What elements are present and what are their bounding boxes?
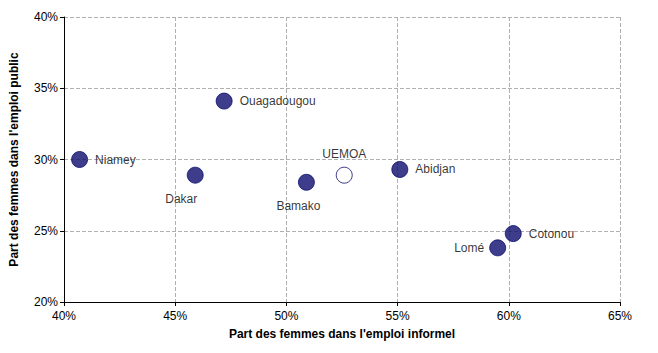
- svg-text:Abidjan: Abidjan: [415, 162, 455, 176]
- svg-text:35%: 35%: [34, 81, 58, 95]
- svg-text:Lomé: Lomé: [454, 241, 484, 255]
- svg-text:Ouagadougou: Ouagadougou: [240, 94, 316, 108]
- svg-text:30%: 30%: [34, 153, 58, 167]
- svg-text:45%: 45%: [163, 309, 187, 323]
- svg-text:50%: 50%: [274, 309, 298, 323]
- svg-text:65%: 65%: [608, 309, 632, 323]
- svg-text:25%: 25%: [34, 224, 58, 238]
- svg-text:Part des femmes dans l'emploi: Part des femmes dans l'emploi informel: [229, 327, 455, 341]
- svg-text:Part des femmes dans l'emploi: Part des femmes dans l'emploi public: [7, 52, 21, 267]
- svg-text:40%: 40%: [52, 309, 76, 323]
- svg-text:Dakar: Dakar: [165, 192, 197, 206]
- svg-text:60%: 60%: [497, 309, 521, 323]
- svg-text:20%: 20%: [34, 295, 58, 309]
- svg-text:Cotonou: Cotonou: [529, 227, 574, 241]
- svg-text:40%: 40%: [34, 10, 58, 24]
- svg-text:Bamako: Bamako: [276, 199, 320, 213]
- svg-text:Niamey: Niamey: [95, 153, 136, 167]
- svg-text:55%: 55%: [386, 309, 410, 323]
- svg-text:UEMOA: UEMOA: [322, 147, 366, 161]
